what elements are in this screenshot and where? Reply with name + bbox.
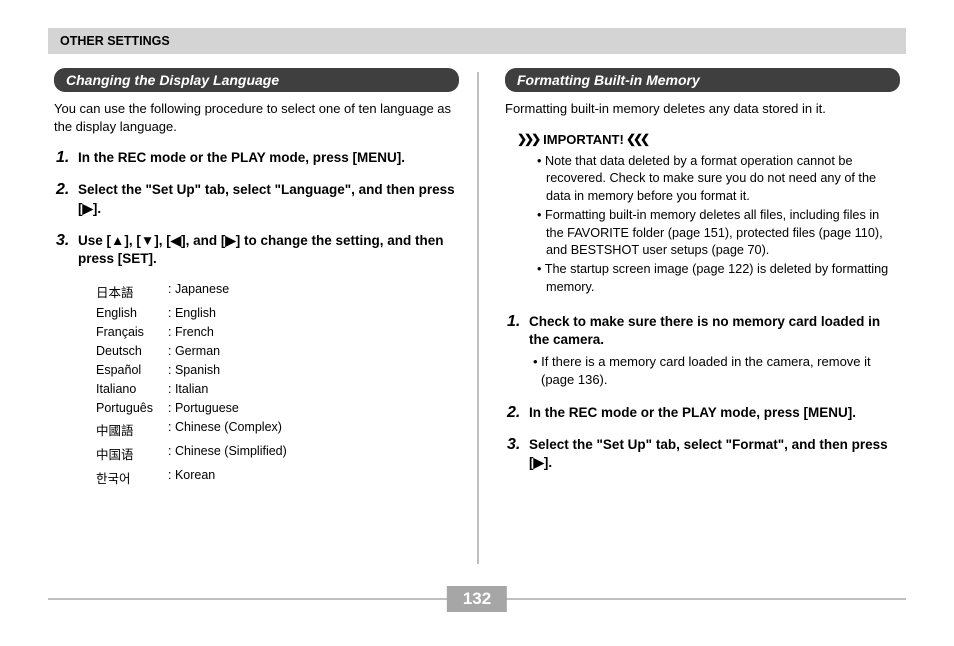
lang-english: Portuguese [168, 401, 239, 415]
lang-row: EspañolSpanish [96, 363, 459, 377]
step-text: Check to make sure there is no memory ca… [529, 313, 900, 349]
left-column: Changing the Display Language You can us… [48, 64, 477, 584]
left-step-2: 2. Select the "Set Up" tab, select "Lang… [54, 181, 459, 217]
left-step-1: 1. In the REC mode or the PLAY mode, pre… [54, 149, 459, 167]
chevron-left-icon: ❯❯❯ [629, 132, 650, 146]
right-step-2: 2. In the REC mode or the PLAY mode, pre… [505, 404, 900, 422]
content-columns: Changing the Display Language You can us… [48, 64, 906, 584]
right-column: Formatting Built-in Memory Formatting bu… [477, 64, 906, 584]
lang-row: FrançaisFrench [96, 325, 459, 339]
important-heading: ❯❯❯ IMPORTANT! ❯❯❯ [517, 132, 900, 147]
lang-english: Italian [168, 382, 208, 396]
lang-row: 中國語Chinese (Complex) [96, 420, 459, 439]
bullet-text: The startup screen image (page 122) is d… [545, 262, 888, 294]
step-number: 2. [507, 404, 529, 422]
bullet-item: • The startup screen image (page 122) is… [537, 261, 900, 297]
section-title-language: Changing the Display Language [54, 68, 459, 92]
lang-native: 中国语 [96, 444, 168, 463]
lang-row: 日本語Japanese [96, 282, 459, 301]
right-step-3: 3. Select the "Set Up" tab, select "Form… [505, 436, 900, 472]
section-title-format: Formatting Built-in Memory [505, 68, 900, 92]
chevron-right-icon: ❯❯❯ [517, 132, 538, 146]
left-step-3: 3. Use [▲], [▼], [◀], and [▶] to change … [54, 232, 459, 268]
lang-english: Spanish [168, 363, 220, 377]
step-text: Use [▲], [▼], [◀], and [▶] to change the… [78, 232, 459, 268]
lang-native: English [96, 306, 168, 320]
step-number: 1. [507, 313, 529, 390]
lang-row: 한국어Korean [96, 468, 459, 487]
lang-native: 한국어 [96, 468, 168, 487]
lang-native: Français [96, 325, 168, 339]
lang-english: English [168, 306, 216, 320]
column-divider [477, 72, 479, 564]
lang-english: German [168, 344, 220, 358]
lang-row: EnglishEnglish [96, 306, 459, 320]
important-bullets: • Note that data deleted by a format ope… [505, 153, 900, 297]
step-number: 3. [507, 436, 529, 472]
step-subtext: • If there is a memory card loaded in th… [529, 353, 900, 389]
lang-row: PortuguêsPortuguese [96, 401, 459, 415]
lang-english: French [168, 325, 214, 339]
lang-row: DeutschGerman [96, 344, 459, 358]
lang-english: Chinese (Complex) [168, 420, 282, 439]
lang-english: Korean [168, 468, 215, 487]
step-text: Select the "Set Up" tab, select "Format"… [529, 436, 900, 472]
language-table: 日本語Japanese EnglishEnglish FrançaisFrenc… [96, 282, 459, 487]
lang-english: Chinese (Simplified) [168, 444, 287, 463]
page-number: 132 [447, 586, 507, 612]
bullet-item: • Note that data deleted by a format ope… [537, 153, 900, 206]
bullet-item: • Formatting built-in memory deletes all… [537, 207, 900, 260]
step-number: 2. [56, 181, 78, 217]
right-step-1: 1. Check to make sure there is no memory… [505, 313, 900, 390]
bullet-text: Formatting built-in memory deletes all f… [545, 208, 883, 258]
lang-native: Español [96, 363, 168, 377]
lang-native: Italiano [96, 382, 168, 396]
step-text: Select the "Set Up" tab, select "Languag… [78, 181, 459, 217]
lang-native: Deutsch [96, 344, 168, 358]
lang-native: 日本語 [96, 282, 168, 301]
important-label: IMPORTANT! [543, 132, 624, 147]
intro-left: You can use the following procedure to s… [54, 100, 459, 135]
lang-english: Japanese [168, 282, 229, 301]
header-title: OTHER SETTINGS [60, 34, 170, 48]
lang-native: Português [96, 401, 168, 415]
bullet-text: Note that data deleted by a format opera… [545, 154, 876, 204]
step-text: In the REC mode or the PLAY mode, press … [529, 404, 856, 422]
header-bar: OTHER SETTINGS [48, 28, 906, 54]
step-number: 1. [56, 149, 78, 167]
intro-right: Formatting built-in memory deletes any d… [505, 100, 900, 118]
lang-row: ItalianoItalian [96, 382, 459, 396]
step-number: 3. [56, 232, 78, 268]
lang-row: 中国语Chinese (Simplified) [96, 444, 459, 463]
step-text: In the REC mode or the PLAY mode, press … [78, 149, 405, 167]
lang-native: 中國語 [96, 420, 168, 439]
